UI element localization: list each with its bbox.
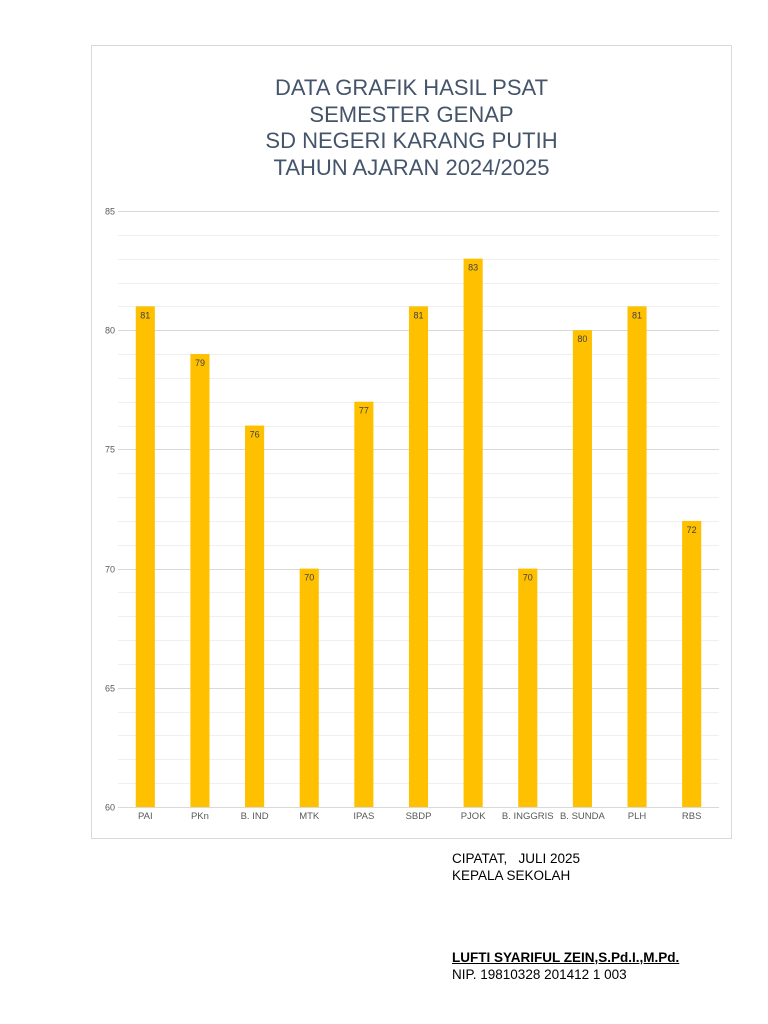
signature-header: CIPATAT, JULI 2025 KEPALA SEKOLAH: [452, 850, 580, 884]
bar: [135, 306, 155, 807]
x-tick-label: PJOK: [461, 811, 486, 822]
data-labels: 81 79 76 70 77 81 83 70 80 81 72: [140, 263, 696, 583]
bar: [463, 258, 483, 807]
data-label: 79: [195, 358, 205, 368]
data-label: 70: [304, 573, 314, 583]
y-tick-label: 80: [105, 326, 115, 336]
data-label: 77: [359, 406, 369, 416]
data-label: 72: [687, 525, 697, 535]
bar: [408, 306, 429, 807]
data-label: 81: [632, 310, 642, 320]
bar: [190, 354, 210, 807]
y-tick-label: 85: [105, 207, 115, 217]
y-axis-tick-labels: 60 65 70 75 80 85: [105, 207, 115, 813]
signature-name: LUFTI SYARIFUL ZEIN,S.Pd.I.,M.Pd.: [452, 950, 680, 965]
data-label: 70: [523, 573, 533, 583]
data-label: 81: [140, 310, 150, 320]
bar: [682, 520, 702, 807]
data-label: 80: [577, 334, 587, 344]
x-tick-label: B. INGGRIS: [502, 811, 554, 822]
x-tick-label: RBS: [682, 811, 702, 822]
bar: [518, 568, 538, 807]
x-axis-tick-labels: PAI PKn B. IND MTK IPAS SBDP PJOK B. INGGRIS B. …: [138, 811, 701, 822]
signature-footer: LUFTI SYARIFUL ZEIN,S.Pd.I.,M.Pd. NIP. 1…: [452, 949, 679, 983]
data-label: 83: [468, 263, 478, 273]
x-tick-label: PLH: [628, 811, 647, 822]
bar: [354, 401, 374, 807]
x-tick-label: PAI: [138, 811, 153, 822]
bar: [572, 330, 592, 807]
y-tick-label: 70: [105, 565, 115, 575]
signature-position: KEPALA SEKOLAH: [452, 868, 571, 883]
data-label: 81: [413, 310, 423, 320]
y-tick-label: 60: [105, 803, 115, 813]
bar: [627, 306, 647, 807]
x-tick-label: B. SUNDA: [560, 811, 606, 822]
chart-title-line-4: TAHUN AJARAN 2024/2025: [273, 155, 550, 181]
x-tick-label: PKn: [191, 811, 209, 822]
chart-container: 60 65 70 75 80 85 81 79 76 70 77 81 83 70 80 81 72 PAI P…: [91, 45, 732, 839]
data-label: 76: [250, 430, 260, 440]
x-tick-label: B. IND: [241, 811, 269, 822]
bars: [135, 258, 702, 807]
x-tick-label: MTK: [299, 811, 320, 822]
x-tick-label: SBDP: [406, 811, 432, 822]
chart-title-line-2: SEMESTER GENAP: [309, 101, 514, 127]
chart-title: DATA GRAFIK HASIL PSAT SEMESTER GENAP SD…: [92, 75, 731, 182]
y-tick-label: 65: [105, 684, 115, 694]
bar: [299, 568, 319, 807]
signature-place-date: CIPATAT, JULI 2025: [452, 851, 581, 866]
chart-title-line-1: DATA GRAFIK HASIL PSAT: [274, 75, 549, 100]
x-tick-label: IPAS: [353, 811, 374, 822]
signature-nip: NIP. 19810328 201412 1 003: [452, 967, 627, 982]
bar: [245, 425, 265, 807]
chart-title-line-3: SD NEGERI KARANG PUTIH: [265, 128, 558, 154]
y-tick-label: 75: [105, 445, 115, 455]
